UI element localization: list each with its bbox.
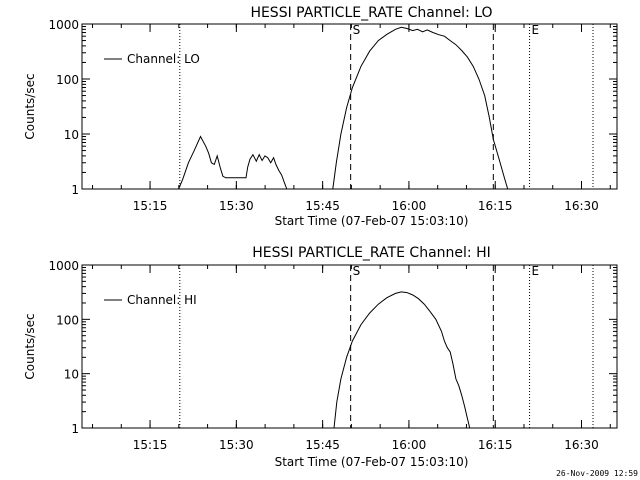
x-tick-label: 16:15 xyxy=(478,438,513,452)
x-tick-label: 15:45 xyxy=(305,199,340,213)
y-tick-label: 1000 xyxy=(48,259,79,273)
x-tick-label: 15:15 xyxy=(133,199,168,213)
x-tick-label: 16:00 xyxy=(392,438,427,452)
marker-label: S xyxy=(353,23,361,37)
series-line xyxy=(333,291,471,429)
x-axis-label: Start Time (07-Feb-07 15:03:10) xyxy=(275,455,469,469)
x-tick-label: 15:45 xyxy=(305,438,340,452)
x-tick-label: 15:30 xyxy=(219,438,254,452)
marker-label: S xyxy=(353,264,361,278)
plot-channel-lo: HESSI PARTICLE_RATE Channel: LO 1 10 100 100… xyxy=(23,5,618,228)
x-axis-label: Start Time (07-Feb-07 15:03:10) xyxy=(275,214,469,228)
y-tick-label: 100 xyxy=(56,313,79,327)
plot-frame xyxy=(81,23,618,190)
x-tick-label: 15:15 xyxy=(133,438,168,452)
plot-channel-hi: HESSI PARTICLE_RATE Channel: HI 1 10 100 100… xyxy=(23,245,618,469)
y-tick-label: 1 xyxy=(71,183,79,197)
legend-label: Channel: LO xyxy=(127,52,200,66)
marker-label: E xyxy=(532,23,540,37)
x-tick-label: 15:30 xyxy=(219,199,254,213)
chart-title: HESSI PARTICLE_RATE Channel: LO xyxy=(250,5,492,21)
footer-timestamp: 26-Nov-2009 12:59 xyxy=(556,469,638,478)
plot-frame xyxy=(81,264,618,429)
y-tick-label: 1000 xyxy=(48,18,79,32)
y-tick-label: 100 xyxy=(56,73,79,87)
y-tick-label: 10 xyxy=(64,128,79,142)
series-line xyxy=(178,135,288,190)
legend-label: Channel: HI xyxy=(127,293,197,307)
chart-title: HESSI PARTICLE_RATE Channel: HI xyxy=(252,245,490,261)
x-tick-label: 16:30 xyxy=(564,199,599,213)
marker-label: E xyxy=(532,264,540,278)
y-tick-label: 1 xyxy=(71,422,79,436)
y-axis-label: Counts/sec xyxy=(23,313,37,379)
x-tick-label: 16:00 xyxy=(392,199,427,213)
x-tick-label: 16:30 xyxy=(564,438,599,452)
series-line xyxy=(332,26,509,190)
y-axis-label: Counts/sec xyxy=(23,73,37,139)
x-tick-label: 16:15 xyxy=(478,199,513,213)
y-tick-label: 10 xyxy=(64,368,79,382)
